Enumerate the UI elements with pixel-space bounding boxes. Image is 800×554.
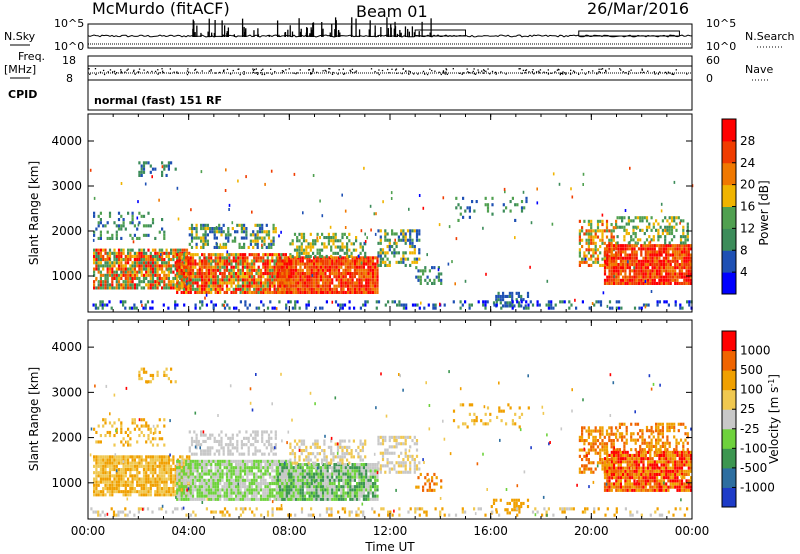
nsearch-tick-top: 10^5 [706, 17, 736, 30]
cpid-label: CPID [8, 88, 37, 101]
freq-tick-bottom: 8 [66, 72, 73, 85]
nsearch-tick-bottom: 10^0 [706, 40, 736, 53]
nave-label: Nave [745, 63, 773, 76]
colorbar-swatch [722, 331, 736, 352]
range-tick-label: 3000 [51, 179, 82, 193]
freq-unit-label: [MHz] [4, 63, 36, 76]
noise-trace [87, 17, 693, 45]
time-axis-label: Time UT [364, 540, 415, 554]
colorbar-swatch [722, 389, 736, 410]
colorbar-tick-label: 12 [740, 221, 755, 235]
range-tick-label: 2000 [51, 431, 82, 445]
colorbar-tick-label: -25 [740, 422, 760, 436]
freq-tick-top: 18 [62, 54, 76, 67]
colorbar-swatch [722, 350, 736, 371]
nsky-tick-bottom: 10^0 [54, 40, 84, 53]
range-tick-label: 1000 [51, 269, 82, 283]
nave-tick-top: 60 [706, 54, 720, 67]
cpid-strip: CPID normal (fast) 151 RF [8, 79, 693, 111]
time-tick-label: 00:00 [71, 524, 106, 538]
colorbar-swatch [722, 250, 736, 273]
colorbar-swatch [722, 162, 736, 186]
velocity-ylabel: Slant Range [km] [27, 367, 41, 471]
colorbar-tick-label: -500 [740, 461, 767, 475]
velocity-data [89, 367, 693, 517]
time-tick-label: 16:00 [473, 524, 508, 538]
time-tick-label: 04:00 [171, 524, 206, 538]
colorbar-swatch [722, 428, 736, 449]
cpid-text: normal (fast) 151 RF [94, 94, 222, 107]
colorbar-tick-label: 8 [740, 243, 748, 257]
colorbar-tick-label: 100 [740, 383, 763, 397]
colorbar-tick-label: 500 [740, 363, 763, 377]
freq-trace [88, 65, 692, 76]
power-ylabel: Slant Range [km] [27, 161, 41, 265]
colorbar-tick-label: 4 [740, 265, 748, 279]
colorbar-swatch [722, 409, 736, 430]
power-y-axis: 1000 2000 3000 4000 [51, 134, 692, 283]
power-data [89, 161, 694, 311]
colorbar-tick-label: 25 [740, 402, 755, 416]
nsky-label: N.Sky [4, 30, 36, 43]
time-axis: 00:00 04:00 08:00 12:00 16:00 20:00 00:00 [71, 114, 710, 538]
power-panel: 1000 2000 3000 4000 Slant Range [km] 4 8 12 16… [27, 113, 771, 313]
range-tick-label: 2000 [51, 224, 82, 238]
power-colorbar: 4 8 12 16 20 24 28 [721, 118, 755, 295]
colorbar-swatch [722, 140, 736, 164]
colorbar-swatch [722, 448, 736, 469]
time-tick-label: 12:00 [373, 524, 408, 538]
time-tick-label: 20:00 [574, 524, 609, 538]
colorbar-swatch [722, 467, 736, 488]
colorbar-swatch [722, 370, 736, 391]
station-title: McMurdo (fitACF) [92, 0, 230, 18]
colorbar-tick-label: 20 [740, 178, 755, 192]
range-tick-label: 4000 [51, 340, 82, 354]
colorbar-tick-label: 1000 [740, 344, 771, 358]
nsearch-label: N.Search [745, 30, 795, 43]
velocity-panel: 1000 2000 3000 4000 Slant Range [km] 1000 50… [27, 319, 781, 520]
freq-label: Freq. [18, 50, 45, 63]
range-tick-label: 4000 [51, 134, 82, 148]
freq-strip: Freq. [MHz] 18 8 60 0 Nave [4, 50, 773, 85]
beam-title: Beam 01 [356, 2, 428, 21]
colorbar-swatch [722, 119, 736, 142]
colorbar-swatch [722, 272, 736, 295]
nsky-tick-top: 10^5 [54, 17, 84, 30]
colorbar-tick-label: -1000 [740, 480, 775, 494]
velocity-colorbar-label: Velocity [m s-1] [767, 374, 781, 464]
colorbar-tick-label: 16 [740, 200, 755, 214]
colorbar-tick-label: -100 [740, 441, 767, 455]
colorbar-swatch [722, 487, 736, 508]
power-colorbar-label: Power [dB] [757, 180, 771, 245]
velocity-y-axis: 1000 2000 3000 4000 [51, 340, 692, 490]
colorbar-tick-label: 24 [740, 156, 755, 170]
colorbar-swatch [722, 228, 736, 251]
range-tick-label: 1000 [51, 476, 82, 490]
time-tick-label: 00:00 [675, 524, 710, 538]
time-tick-label: 08:00 [272, 524, 307, 538]
date-title: 26/Mar/2016 [587, 0, 689, 18]
colorbar-tick-label: 28 [740, 134, 755, 148]
colorbar-swatch [722, 206, 736, 229]
velocity-colorbar: 1000 500 100 25 -25 -100 -500 -1000 [721, 330, 775, 508]
colorbar-swatch [722, 184, 736, 207]
noise-strip: N.Sky 10^5 10^0 10^5 10^0 N.Search [4, 17, 795, 53]
range-tick-label: 3000 [51, 385, 82, 399]
nave-tick-bottom: 0 [706, 72, 713, 85]
